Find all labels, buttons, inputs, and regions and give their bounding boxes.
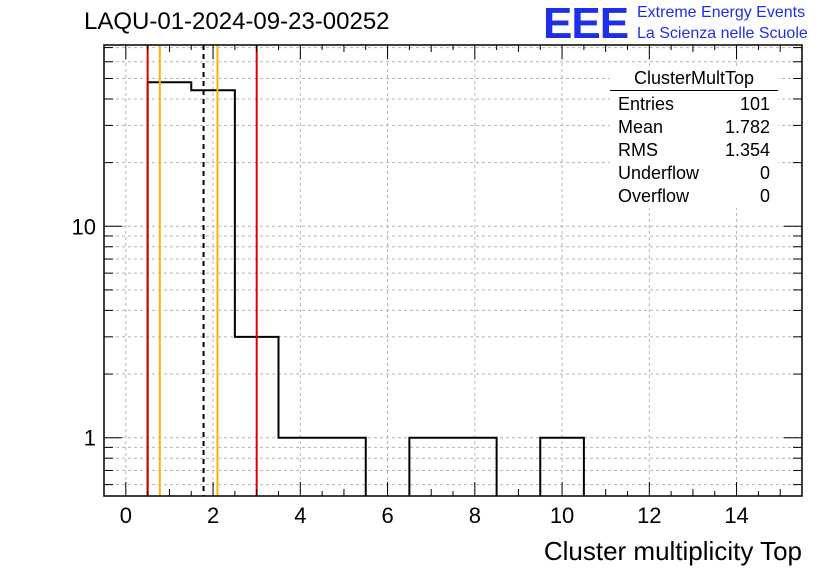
- logo-line-1: Extreme Energy Events: [637, 4, 806, 21]
- x-tick-label: 0: [120, 503, 132, 528]
- stats-value: 0: [759, 163, 770, 183]
- y-tick-label: 10: [72, 214, 96, 239]
- stats-row: Entries 101: [610, 93, 778, 116]
- stats-row: RMS 1.354: [610, 139, 778, 162]
- grid-layer: [104, 45, 802, 496]
- axis-ticks-layer: 0 2 4 6 8 10 12 14 1 10: [72, 45, 803, 528]
- stats-value: 1.782: [724, 117, 770, 137]
- x-tick-label: 6: [381, 503, 393, 528]
- y-tick-label: 1: [84, 426, 96, 451]
- stats-value: 101: [739, 94, 770, 114]
- x-tick-label: 4: [294, 503, 306, 528]
- marker-lines-layer: [146, 45, 258, 496]
- stats-value: 0: [759, 186, 770, 206]
- eee-logo: EEE: [543, 0, 629, 48]
- stats-label: Overflow: [618, 186, 690, 206]
- x-tick-label: 10: [550, 503, 574, 528]
- histogram-layer: [146, 81, 585, 496]
- x-axis-label: Cluster multiplicity Top: [543, 536, 802, 566]
- stats-value: 1.354: [724, 140, 770, 160]
- stats-row: Overflow 0: [610, 185, 778, 208]
- stats-label: Mean: [618, 117, 664, 137]
- stats-label: RMS: [618, 140, 658, 160]
- stats-label: Underflow: [618, 163, 700, 183]
- stats-title: ClusterMultTop: [610, 68, 778, 91]
- stats-row: Underflow 0: [610, 162, 778, 185]
- histogram-outline: [146, 81, 585, 496]
- x-tick-label: 2: [207, 503, 219, 528]
- x-tick-label: 14: [724, 503, 748, 528]
- x-tick-label: 12: [637, 503, 661, 528]
- stats-label: Entries: [618, 94, 675, 114]
- stats-row: Mean 1.782: [610, 116, 778, 139]
- x-tick-label: 8: [469, 503, 481, 528]
- logo-line-2: La Scienza nelle Scuole: [637, 25, 808, 42]
- stats-box: ClusterMultTop Entries 101 Mean 1.782 RM…: [610, 68, 778, 208]
- page-title: LAQU-01-2024-09-23-00252: [84, 8, 390, 35]
